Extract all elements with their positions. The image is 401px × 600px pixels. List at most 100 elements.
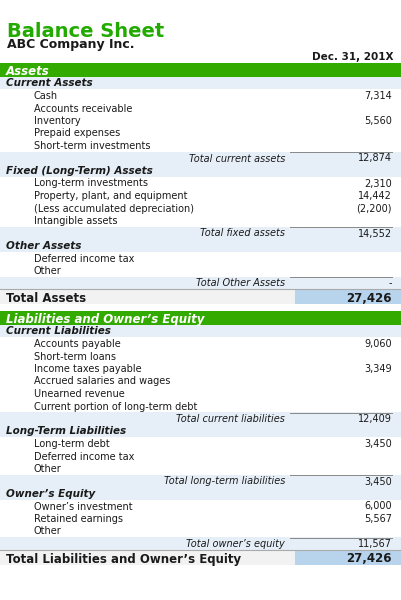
- Text: (2,200): (2,200): [356, 203, 392, 214]
- Bar: [0, 412, 401, 425]
- Bar: [0, 63, 401, 76]
- Bar: [295, 289, 401, 304]
- Text: Total current liabilities: Total current liabilities: [176, 414, 285, 424]
- Text: Unearned revenue: Unearned revenue: [34, 389, 125, 399]
- Text: Accounts payable: Accounts payable: [34, 339, 121, 349]
- Text: Total Assets: Total Assets: [6, 292, 86, 305]
- Text: Long-term investments: Long-term investments: [34, 179, 148, 188]
- Text: Inventory: Inventory: [34, 116, 81, 126]
- Bar: [0, 277, 401, 289]
- Bar: [0, 226, 401, 239]
- Text: 12,409: 12,409: [358, 414, 392, 424]
- Bar: [0, 400, 401, 412]
- Text: Total Liabilities and Owner’s Equity: Total Liabilities and Owner’s Equity: [6, 553, 241, 565]
- Text: Intangible assets: Intangible assets: [34, 216, 117, 226]
- Bar: [0, 362, 401, 374]
- Bar: [0, 151, 401, 164]
- Text: (Less accumulated depreciation): (Less accumulated depreciation): [34, 203, 194, 214]
- Text: Prepaid expenses: Prepaid expenses: [34, 128, 120, 139]
- Text: Other Assets: Other Assets: [6, 241, 81, 251]
- Bar: [0, 449, 401, 462]
- Text: Long-term debt: Long-term debt: [34, 439, 110, 449]
- Text: 14,552: 14,552: [358, 229, 392, 238]
- Bar: [0, 499, 401, 512]
- Text: Balance Sheet: Balance Sheet: [7, 22, 164, 41]
- Text: Retained earnings: Retained earnings: [34, 514, 123, 524]
- Bar: [0, 189, 401, 202]
- Bar: [0, 374, 401, 387]
- Bar: [0, 550, 401, 565]
- Text: Owner’s Equity: Owner’s Equity: [6, 489, 95, 499]
- Text: 12,874: 12,874: [358, 154, 392, 163]
- Text: Current Assets: Current Assets: [6, 79, 93, 88]
- Text: Total fixed assets: Total fixed assets: [200, 229, 285, 238]
- Bar: [0, 202, 401, 214]
- Bar: [0, 139, 401, 151]
- Text: Income taxes payable: Income taxes payable: [34, 364, 142, 374]
- Bar: [0, 289, 401, 304]
- Text: Total Other Assets: Total Other Assets: [196, 278, 285, 289]
- Text: Deferred income tax: Deferred income tax: [34, 451, 134, 461]
- Bar: [0, 239, 401, 251]
- Text: Short-term investments: Short-term investments: [34, 141, 150, 151]
- Text: Accounts receivable: Accounts receivable: [34, 103, 132, 113]
- Text: 27,426: 27,426: [346, 553, 392, 565]
- Bar: [0, 214, 401, 226]
- Bar: [0, 114, 401, 127]
- Bar: [0, 176, 401, 189]
- Bar: [0, 462, 401, 475]
- Bar: [295, 550, 401, 565]
- Bar: [0, 337, 401, 349]
- Bar: [0, 425, 401, 437]
- Text: Assets: Assets: [6, 65, 50, 78]
- Text: Other: Other: [34, 527, 62, 536]
- Text: 5,567: 5,567: [364, 514, 392, 524]
- Text: 3,349: 3,349: [365, 364, 392, 374]
- Bar: [0, 325, 401, 337]
- Text: -: -: [389, 278, 392, 289]
- Bar: [0, 475, 401, 487]
- Text: Other: Other: [34, 266, 62, 276]
- Text: 5,560: 5,560: [364, 116, 392, 126]
- Text: Cash: Cash: [34, 91, 58, 101]
- Text: Long-Term Liabilities: Long-Term Liabilities: [6, 427, 126, 437]
- Text: 2,310: 2,310: [364, 179, 392, 188]
- Bar: [0, 387, 401, 400]
- Text: Current portion of long-term debt: Current portion of long-term debt: [34, 401, 197, 412]
- Bar: [0, 349, 401, 362]
- Text: 14,442: 14,442: [358, 191, 392, 201]
- Bar: [0, 164, 401, 176]
- Text: Property, plant, and equipment: Property, plant, and equipment: [34, 191, 188, 201]
- Text: Total long-term liabilities: Total long-term liabilities: [164, 476, 285, 487]
- Bar: [0, 537, 401, 550]
- Text: Dec. 31, 201X: Dec. 31, 201X: [312, 52, 394, 62]
- Bar: [0, 251, 401, 264]
- Bar: [0, 76, 401, 89]
- Text: Total owner’s equity: Total owner’s equity: [186, 539, 285, 549]
- Text: Current Liabilities: Current Liabilities: [6, 326, 111, 337]
- Bar: [0, 311, 401, 325]
- Bar: [0, 487, 401, 499]
- Bar: [0, 127, 401, 139]
- Text: 9,060: 9,060: [365, 339, 392, 349]
- Text: Accrued salaries and wages: Accrued salaries and wages: [34, 377, 170, 386]
- Text: Owner’s investment: Owner’s investment: [34, 502, 133, 511]
- Text: 7,314: 7,314: [364, 91, 392, 101]
- Text: ABC Company Inc.: ABC Company Inc.: [7, 38, 134, 51]
- Text: 3,450: 3,450: [364, 439, 392, 449]
- Text: Total current assets: Total current assets: [188, 154, 285, 163]
- Bar: [0, 512, 401, 524]
- Bar: [0, 89, 401, 101]
- Text: Deferred income tax: Deferred income tax: [34, 253, 134, 263]
- Bar: [0, 101, 401, 114]
- Bar: [0, 264, 401, 277]
- Text: 3,450: 3,450: [364, 476, 392, 487]
- Bar: [0, 524, 401, 537]
- Text: Fixed (Long-Term) Assets: Fixed (Long-Term) Assets: [6, 166, 153, 176]
- Text: 11,567: 11,567: [358, 539, 392, 549]
- Bar: [0, 437, 401, 449]
- Text: 27,426: 27,426: [346, 292, 392, 305]
- Text: Liabilities and Owner’s Equity: Liabilities and Owner’s Equity: [6, 313, 205, 326]
- Text: 6,000: 6,000: [365, 502, 392, 511]
- Text: Short-term loans: Short-term loans: [34, 352, 116, 361]
